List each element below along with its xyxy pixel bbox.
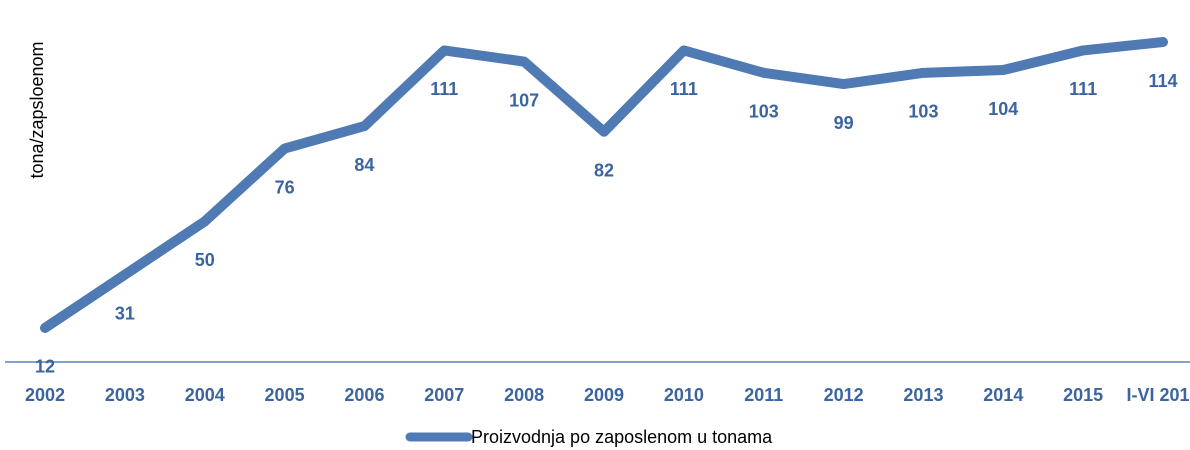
data-label: 111 — [1069, 79, 1097, 99]
data-label: 103 — [749, 102, 779, 122]
x-tick-label: 2012 — [823, 385, 864, 405]
data-label: 84 — [354, 155, 374, 175]
data-label: 76 — [275, 177, 295, 197]
data-label: 114 — [1149, 71, 1178, 91]
data-label: 31 — [115, 303, 135, 323]
x-tick-label: 2004 — [184, 385, 225, 405]
legend-label: Proizvodnja po zaposlenom u tonama — [471, 427, 773, 447]
x-tick-label: 2014 — [983, 385, 1024, 405]
x-tick-label: 2006 — [344, 385, 385, 405]
x-tick-label: 2009 — [583, 385, 625, 405]
data-label: 107 — [509, 90, 539, 110]
data-label: 111 — [670, 79, 698, 99]
x-tick-label: 2011 — [744, 385, 784, 405]
series-line — [40, 37, 1169, 333]
data-label: 99 — [834, 113, 854, 133]
x-tick-label: 2005 — [264, 385, 305, 405]
data-label: 104 — [988, 99, 1018, 119]
data-label: 111 — [430, 79, 458, 99]
x-tick-label: 2002 — [24, 385, 66, 405]
data-label: 12 — [35, 357, 55, 377]
x-tick-label: 2003 — [104, 385, 145, 405]
x-tick-label: 2010 — [663, 385, 704, 405]
x-tick-label: 2007 — [424, 385, 465, 405]
data-label: 50 — [195, 250, 215, 270]
data-label: 103 — [908, 102, 938, 122]
data-label: 82 — [594, 160, 614, 180]
x-tick-label: 2008 — [504, 385, 545, 405]
x-tick-label: I-VI 2016 — [1126, 385, 1190, 405]
x-tick-label: 2015 — [1063, 385, 1104, 405]
y-axis-label: tona/zapsloenom — [27, 41, 47, 178]
x-tick-label: 2013 — [903, 385, 944, 405]
